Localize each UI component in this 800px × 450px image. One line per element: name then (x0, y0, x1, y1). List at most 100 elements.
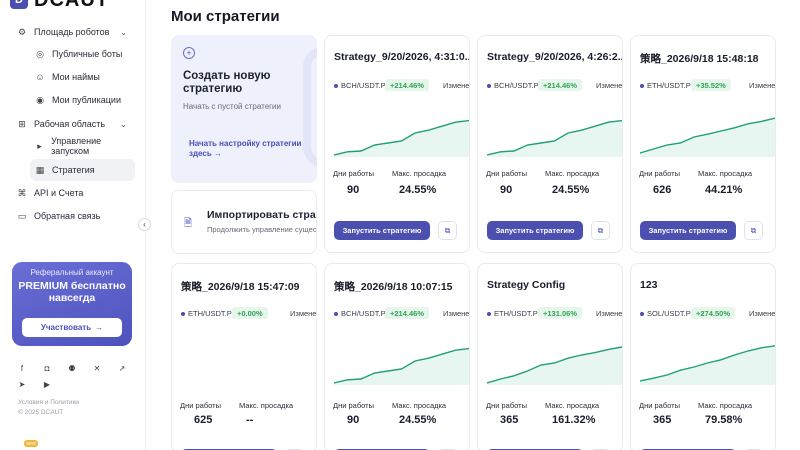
broadcast-icon: ◉ (36, 94, 44, 105)
run-strategy-button[interactable]: Запустить стратегию (487, 221, 583, 240)
copy-icon: ⧉ (750, 225, 757, 235)
sidebar-item-feedback[interactable]: ▭ Обратная связь (12, 205, 135, 227)
sidebar-item-my-publications[interactable]: ◉ Мои публикации (30, 89, 135, 111)
equity-sparkline (487, 346, 622, 385)
drawdown-value: -- (246, 414, 254, 426)
copy-strategy-button[interactable]: ⧉ (591, 221, 610, 240)
pair-dot-icon (487, 312, 491, 316)
drawdown-label: Макс. просадка (392, 169, 447, 178)
page-title: Мои стратегии (171, 8, 280, 25)
facebook-icon[interactable]: f (20, 363, 24, 373)
sidebar-item-api-accounts[interactable]: ⌘ API и Счета (12, 182, 135, 204)
sidebar-item-label: Площадь роботов (34, 27, 110, 37)
days-label: Дни работы (180, 401, 221, 410)
sidebar-item-label: Управление запуском (51, 136, 102, 156)
pair-dot-icon (640, 312, 644, 316)
sparkline-line (487, 346, 622, 384)
import-strategy-card[interactable]: 🗎 Импортировать стратегию Продолжить упр… (171, 190, 317, 254)
copyright: © 2025 DCAUT (18, 409, 64, 416)
change-label: Изменение (596, 81, 623, 90)
change-label: Изменение (290, 309, 317, 318)
sidebar-item-public-bots[interactable]: ◎ Публичные боты (30, 43, 135, 65)
sparkline-area (487, 120, 622, 157)
return-badge: +131.06% (538, 307, 582, 319)
equity-sparkline (640, 117, 775, 157)
youtube-icon[interactable]: ▶ (43, 379, 51, 389)
sparkline-area (640, 118, 775, 157)
return-badge: +214.46% (385, 79, 429, 91)
pair-dot-icon (334, 312, 338, 316)
arrow-right-icon: → (95, 323, 104, 332)
sidebar-item-label: Обратная связь (34, 211, 101, 221)
strategy-title: Strategy_9/20/2026, 4:31:0.. (334, 51, 470, 63)
participate-button[interactable]: Участвовать → (22, 318, 122, 337)
create-strategy-card[interactable]: + Создать новую стратегию Начать с пусто… (171, 35, 317, 183)
drawdown-label: Макс. просадка (392, 401, 447, 410)
hire-icon: ☺ (35, 72, 45, 82)
strategy-title: 策略_2026/9/18 15:48:18 (640, 53, 759, 65)
sidebar-item-label: Рабочая область (34, 119, 106, 129)
copy-strategy-button[interactable]: ⧉ (744, 221, 763, 240)
sidebar-item-label: Мои публикации (52, 95, 121, 105)
strategy-card[interactable]: 策略_2026/9/18 15:47:09 ETH/USDT.P +0.00% Изм… (171, 263, 317, 450)
telegram-icon[interactable]: ➤ (18, 379, 26, 389)
create-strategy-title: Создать новую стратегию (183, 70, 271, 95)
instagram-icon[interactable]: ◘ (44, 363, 50, 373)
days-label: Дни работы (486, 169, 527, 178)
drawdown-label: Макс. просадка (545, 169, 600, 178)
strategy-card[interactable]: 策略_2026/9/18 10:07:15 BCH/USDT.P +214.46% И… (324, 263, 470, 450)
sidebar-item-workspace[interactable]: ⊞ Рабочая область ⌄ (12, 113, 135, 135)
terms-link[interactable]: Условия и Политики (18, 399, 79, 406)
return-badge: +274.50% (691, 307, 735, 319)
days-value: 626 (653, 184, 672, 196)
promo-title: PREMIUM бесплатно навсегда (18, 280, 126, 304)
strategy-card[interactable]: Strategy_9/20/2026, 4:31:0.. BCH/USDT.P +2… (324, 35, 470, 253)
equity-sparkline (334, 119, 469, 157)
sidebar-item-my-hires[interactable]: ☺ Мои найм​ы (30, 66, 135, 88)
x-twitter-icon[interactable]: ✕ (93, 363, 101, 373)
pair-dot-icon (640, 84, 644, 88)
days-label: Дни работы (639, 169, 680, 178)
change-label: Изменение (443, 309, 470, 318)
copy-strategy-button[interactable]: ⧉ (438, 221, 457, 240)
sidebar-item-robot-marketplace[interactable]: ⚙ Площадь роботов ⌄ (12, 21, 135, 43)
sparkline-line (487, 119, 622, 156)
trading-pair: SOL/USDT.P (647, 309, 691, 318)
strategy-card[interactable]: Strategy Config ETH/USDT.P+131.06% Изменен… (477, 263, 623, 450)
days-label: Дни работы (333, 401, 374, 410)
drawdown-label: Макс. просадка (239, 401, 294, 410)
plus-icon: + (183, 47, 195, 59)
strategy-title: 策略_2026/9/18 15:47:09 (181, 281, 300, 293)
run-strategy-button[interactable]: Запустить стратегию (640, 221, 736, 240)
trading-pair: BCH/USDT.P (341, 81, 386, 90)
strategy-card[interactable]: 123 SOL/USDT.P+274.50% Изменение Дни работы… (630, 263, 776, 450)
sidebar-item-label: API и Счета (34, 188, 84, 198)
create-strategy-subtitle: Начать с пустой стратегии (183, 102, 281, 111)
drawdown-value: 44.21% (705, 184, 743, 196)
days-value: 625 (194, 414, 213, 426)
drawdown-value: 24.55% (399, 414, 437, 426)
chevron-down-icon: ⌄ (120, 119, 127, 129)
sparkline-line (640, 345, 775, 382)
sidebar-item-label: Публичные боты (52, 49, 123, 59)
strategy-card[interactable]: 策略_2026/9/18 15:48:18 ETH/USDT.P +35.52% Из… (630, 35, 776, 253)
decorative-ring (303, 47, 317, 167)
sidebar-item-launch-management[interactable]: ▸ Управление запуском (30, 135, 135, 157)
run-strategy-button[interactable]: Запустить стратегию (334, 221, 430, 240)
sparkline-line (334, 119, 469, 156)
drawdown-value: 24.55% (552, 184, 590, 196)
strategy-title: Strategy Config (487, 279, 566, 291)
discord-icon[interactable]: ⚉ (68, 363, 76, 373)
start-setup-link[interactable]: Начать настройку стратегии здесь → (189, 139, 302, 158)
sidebar-item-label: Мои найм​ы (52, 72, 100, 82)
sparkline-line (334, 347, 469, 384)
return-badge: +35.52% (691, 79, 731, 91)
chart-icon[interactable]: ↗ (118, 363, 126, 373)
return-badge: +214.46% (385, 307, 429, 319)
sidebar-collapse-button[interactable]: ‹ (138, 218, 151, 231)
logo[interactable]: D DCAUT (10, 0, 109, 11)
strategy-card[interactable]: Strategy_9/20/2026, 4:26:2.. BCH/USDT.P +2… (477, 35, 623, 253)
sparkline-area (640, 345, 775, 385)
sidebar-item-strategy[interactable]: ▦ Стратегия (30, 159, 135, 181)
equity-sparkline (181, 341, 316, 385)
